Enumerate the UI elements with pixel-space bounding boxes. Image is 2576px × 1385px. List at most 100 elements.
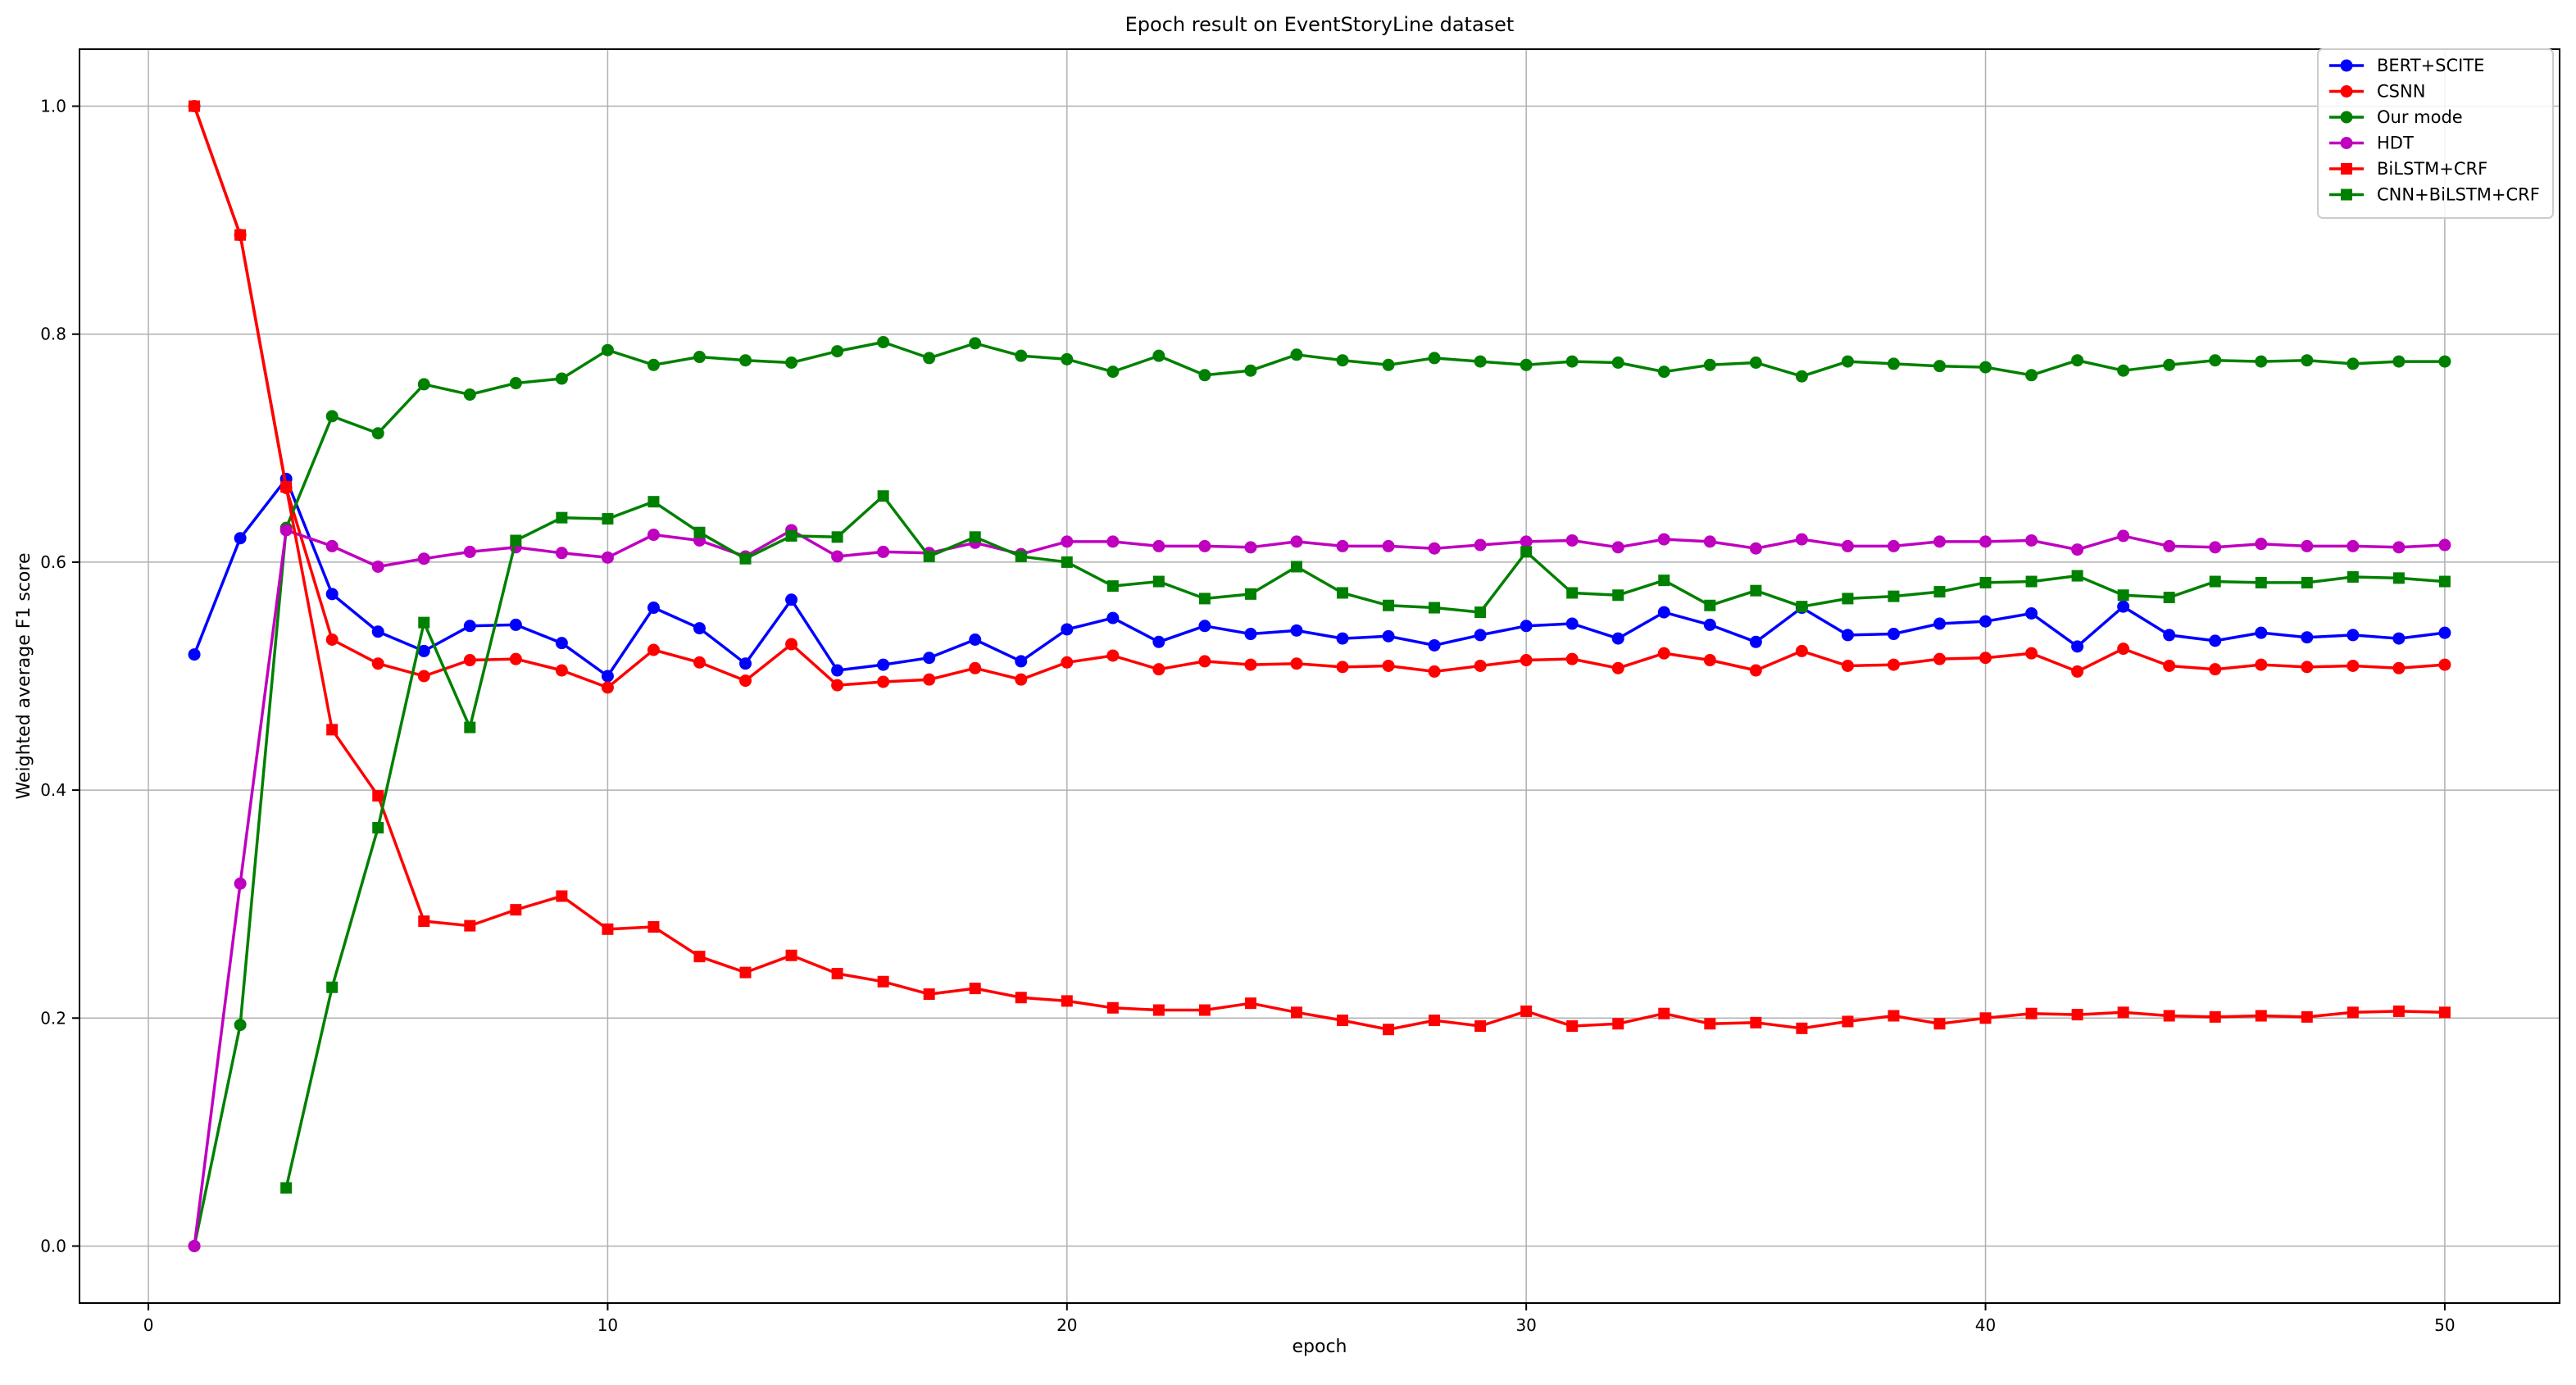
- data-point: [2117, 589, 2129, 602]
- data-point: [1887, 658, 1900, 671]
- data-point: [1750, 584, 1762, 597]
- data-point: [877, 545, 890, 558]
- data-point: [1796, 601, 1808, 613]
- data-point: [2071, 665, 2084, 678]
- data-point: [2347, 659, 2360, 672]
- data-point: [1382, 629, 1395, 643]
- data-point: [1106, 1001, 1119, 1014]
- y-tick-label: 0.4: [40, 780, 66, 800]
- data-point: [2209, 575, 2221, 588]
- data-point: [1198, 655, 1211, 668]
- y-axis-label: Weighted average F1 score: [14, 553, 34, 800]
- data-point: [1565, 617, 1579, 630]
- data-point: [1842, 1015, 1854, 1028]
- data-point: [877, 675, 890, 688]
- data-point: [785, 529, 797, 542]
- x-tick-label: 10: [597, 1315, 618, 1335]
- data-point: [234, 532, 247, 545]
- data-point: [1933, 360, 1946, 373]
- data-point: [969, 337, 982, 350]
- data-point: [601, 551, 614, 564]
- legend-item-csnn: CSNN: [2329, 82, 2425, 102]
- legend-item-bert-scite: BERT+SCITE: [2329, 56, 2484, 75]
- data-point: [1061, 556, 1073, 568]
- data-point: [2347, 629, 2360, 642]
- data-point: [1565, 652, 1579, 665]
- series-line-bilstm-crf: [193, 105, 2445, 1031]
- data-point: [2209, 541, 2222, 554]
- y-tick-label: 0.8: [40, 325, 66, 344]
- data-point: [1611, 356, 1624, 369]
- data-point: [463, 545, 476, 558]
- data-point: [1244, 997, 1256, 1010]
- series-line-our-mode: [193, 340, 2445, 1246]
- data-point: [1290, 1006, 1302, 1019]
- data-point: [1015, 992, 1027, 1004]
- data-point: [1198, 593, 1211, 605]
- data-point: [1106, 580, 1119, 593]
- data-point: [326, 981, 338, 993]
- data-point: [555, 547, 568, 560]
- data-point: [923, 550, 935, 562]
- data-point: [2392, 661, 2406, 674]
- data-point: [877, 490, 889, 502]
- data-point: [831, 664, 844, 677]
- axis-ticks: 0 10 20 30 40 50 0.0 0.2 0.4 0.6 0.8 1.0: [40, 97, 2455, 1335]
- data-point: [279, 524, 293, 537]
- data-point: [510, 534, 522, 547]
- data-point: [1336, 632, 1349, 645]
- data-point: [1565, 355, 1579, 368]
- legend-marker: [2340, 137, 2353, 149]
- data-point: [1703, 618, 1716, 631]
- data-point: [417, 552, 430, 565]
- legend-item-bilstm-crf: BiLSTM+CRF: [2329, 159, 2487, 179]
- data-point: [371, 560, 384, 573]
- data-point: [647, 358, 660, 371]
- data-point: [1290, 624, 1303, 637]
- data-point: [1703, 358, 1716, 371]
- data-point: [785, 356, 798, 369]
- data-point: [556, 511, 568, 524]
- data-point: [1061, 656, 1074, 669]
- data-point: [831, 345, 844, 358]
- data-point: [1887, 357, 1900, 370]
- data-point: [2209, 1010, 2221, 1023]
- legend-label: HDT: [2377, 134, 2414, 153]
- data-point: [1474, 538, 1487, 552]
- data-point: [831, 968, 843, 980]
- data-point: [2392, 572, 2405, 584]
- data-point: [2255, 576, 2267, 588]
- data-point: [418, 915, 430, 928]
- data-point: [280, 1182, 293, 1194]
- legend-item-our-mode: Our mode: [2329, 107, 2463, 127]
- data-point: [2438, 575, 2451, 588]
- data-point: [1383, 599, 1395, 611]
- data-point: [280, 481, 293, 493]
- data-point: [2117, 529, 2130, 543]
- x-tick-label: 30: [1515, 1315, 1536, 1335]
- data-point: [1382, 659, 1395, 672]
- data-point: [1749, 635, 1762, 648]
- data-point: [1198, 1004, 1211, 1016]
- data-point: [969, 661, 982, 674]
- y-tick-label: 0.2: [40, 1008, 66, 1028]
- data-point: [1520, 535, 1533, 548]
- data-point: [509, 652, 522, 665]
- data-point: [2301, 576, 2313, 588]
- data-point: [1612, 589, 1624, 602]
- data-point: [510, 904, 522, 916]
- data-point: [2392, 541, 2406, 554]
- data-point: [2163, 358, 2176, 371]
- legend-marker: [2341, 163, 2352, 175]
- data-point: [1015, 655, 1028, 668]
- data-point: [1979, 535, 1992, 548]
- legend-label: Our mode: [2377, 107, 2463, 127]
- data-point: [1152, 575, 1165, 588]
- data-point: [2301, 1010, 2313, 1023]
- data-point: [785, 593, 798, 606]
- data-point: [2163, 629, 2176, 642]
- data-point: [693, 526, 706, 538]
- data-point: [2347, 570, 2359, 583]
- data-point: [2071, 543, 2084, 556]
